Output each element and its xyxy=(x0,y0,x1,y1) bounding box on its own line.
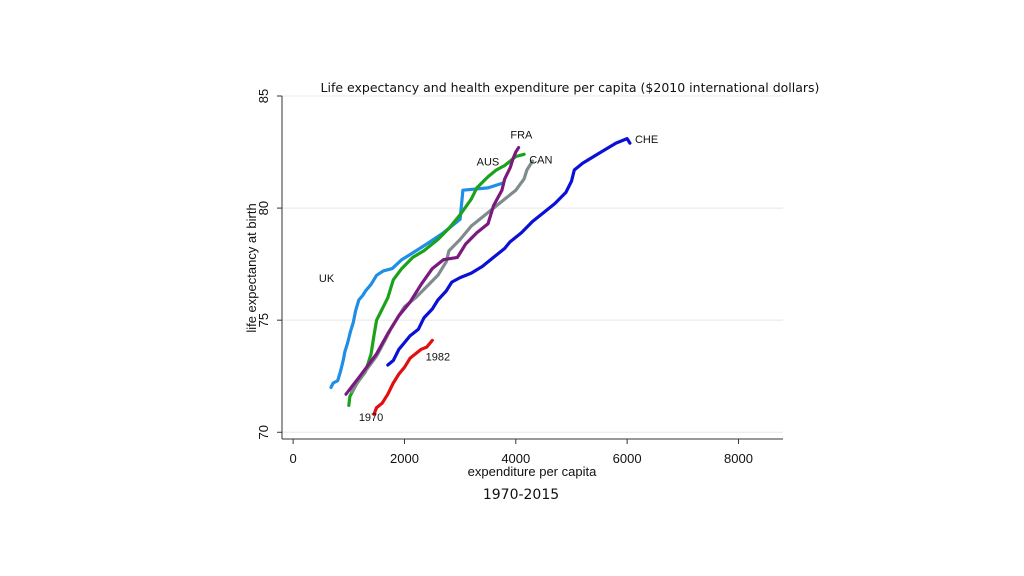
series-annotations: UK AUS FRA CAN CHE 1982 1970 xyxy=(319,130,658,424)
series-line-1970-1982 xyxy=(372,338,434,416)
series-line-fra xyxy=(344,146,521,396)
x-axis-label: expenditure per capita xyxy=(468,464,597,479)
x-tick-label: 2000 xyxy=(390,451,419,466)
x-tick-labels: 0 2000 4000 6000 8000 xyxy=(290,451,753,466)
y-tick-label: 85 xyxy=(256,89,271,103)
y-tick-label: 75 xyxy=(256,313,271,327)
series-lines xyxy=(329,137,632,416)
chart-caption: 1970-2015 xyxy=(483,487,559,503)
series-line-uk xyxy=(329,181,504,389)
chart-title: Life expectancy and health expenditure p… xyxy=(321,80,820,95)
series-line-che xyxy=(386,137,632,367)
y-tick-labels: 70 75 80 85 xyxy=(256,89,271,440)
series-label-1982: 1982 xyxy=(426,352,450,364)
grid xyxy=(282,95,783,433)
x-tick-label: 6000 xyxy=(613,451,642,466)
y-axis-label: life expectancy at birth xyxy=(244,203,259,332)
series-label-che: CHE xyxy=(635,134,658,146)
series-label-uk: UK xyxy=(319,273,335,285)
x-tick-label: 8000 xyxy=(724,451,753,466)
x-tick-label: 0 xyxy=(290,451,297,466)
axes xyxy=(277,95,783,444)
series-label-can: CAN xyxy=(529,154,552,166)
y-tick-label: 70 xyxy=(256,425,271,439)
x-tick-label: 4000 xyxy=(501,451,530,466)
series-label-1970: 1970 xyxy=(359,412,383,424)
series-label-fra: FRA xyxy=(510,130,533,142)
series-label-aus: AUS xyxy=(477,156,500,168)
series-line-aus xyxy=(347,152,526,407)
y-tick-label: 80 xyxy=(256,201,271,215)
